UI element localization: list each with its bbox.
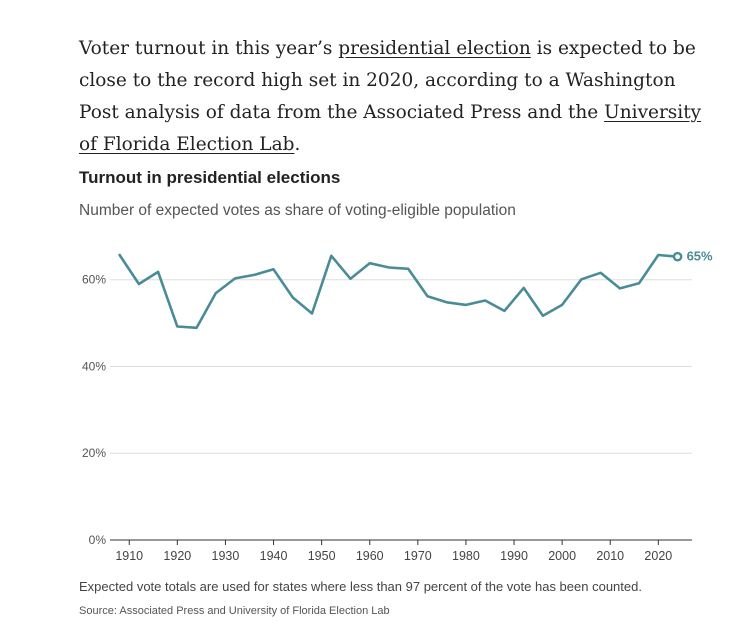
- presidential-election-link[interactable]: presidential election: [338, 37, 531, 59]
- x-tick-label: 1960: [356, 549, 384, 563]
- x-tick-label: 2010: [596, 549, 624, 563]
- x-tick-label: 1930: [212, 549, 240, 563]
- intro-text-3: .: [294, 133, 301, 155]
- chart-subtitle: Number of expected votes as share of vot…: [79, 202, 516, 219]
- chart-note: Expected vote totals are used for states…: [79, 579, 642, 594]
- election-lab-link[interactable]: University of Florida Election Lab: [79, 101, 702, 155]
- y-axis-ticks: 0% 20% 40% 60%: [82, 273, 106, 547]
- x-tick-label: 1920: [163, 549, 191, 563]
- end-point-label: 65%: [687, 249, 713, 264]
- y-tick-label: 40%: [82, 359, 106, 373]
- turnout-series-line: [118, 253, 679, 330]
- x-tick-label: 2020: [644, 549, 672, 563]
- x-tick-label: 2000: [548, 549, 576, 563]
- x-tick-label: 1950: [308, 549, 336, 563]
- intro-text-1: Voter turnout in this year’s: [79, 37, 339, 59]
- intro-text-2: is expected to be close to the record hi…: [79, 37, 696, 123]
- chart-source: Source: Associated Press and University …: [79, 605, 390, 617]
- x-axis-ticks: 1910 1920 1930 1940 1950 1960 1970 1980 1990 2000…: [115, 540, 672, 563]
- x-tick-label: 1970: [404, 549, 432, 563]
- x-tick-label: 1910: [115, 549, 143, 563]
- end-point-marker: [672, 251, 683, 262]
- x-tick-label: 1990: [500, 549, 528, 563]
- chart-title: Turnout in presidential elections: [79, 168, 341, 187]
- turnout-line-chart: 0% 20% 40% 60% 1910 1920 1930 1940 1950 1960 1970…: [82, 249, 713, 563]
- intro-paragraph: Voter turnout in this year’s presidentia…: [79, 33, 719, 161]
- y-tick-label: 0%: [89, 533, 107, 547]
- y-tick-label: 20%: [82, 446, 106, 460]
- y-tick-label: 60%: [82, 273, 106, 287]
- gridlines: [110, 279, 692, 454]
- x-tick-label: 1940: [260, 549, 288, 563]
- x-tick-label: 1980: [452, 549, 480, 563]
